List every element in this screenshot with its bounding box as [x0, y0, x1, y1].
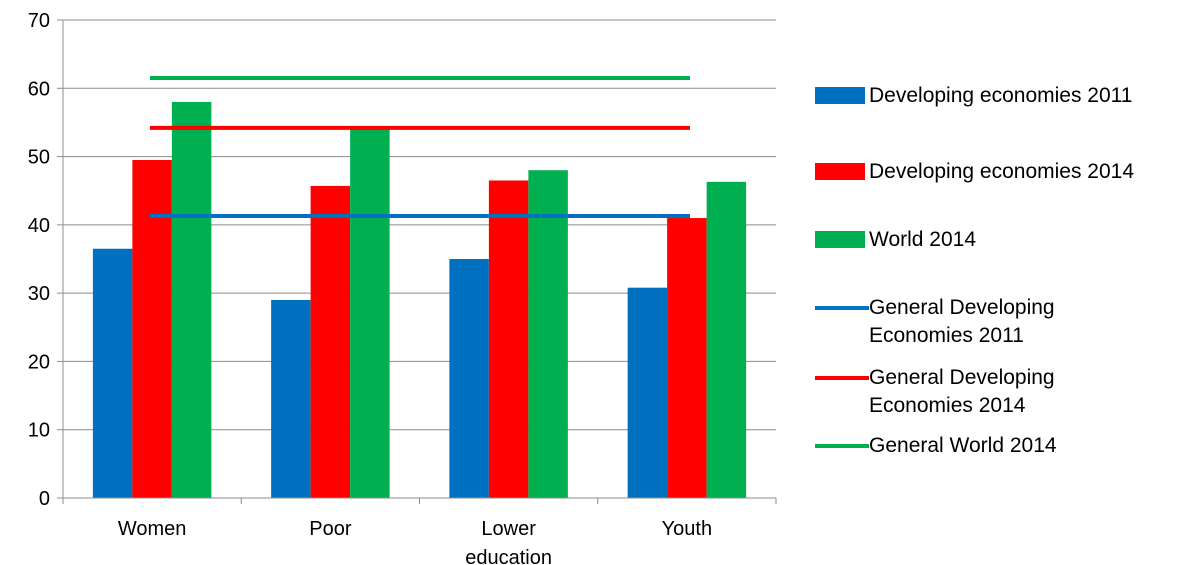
legend-label: Developing economies 2014 [869, 160, 1135, 183]
x-tick-label: Lower education [465, 518, 552, 565]
x-tick-label-line: education [465, 547, 552, 565]
bar [449, 259, 489, 498]
legend-item-series-1: Developing economies 2014 [815, 158, 1134, 186]
y-tick-label: 50 [28, 147, 50, 169]
legend-label-line: General Developing [869, 296, 1055, 319]
bar [132, 159, 172, 498]
legend-item-series-2: World 2014 [815, 226, 976, 254]
legend-label-line: Economies 2011 [869, 324, 1024, 347]
x-tick-label: Youth [662, 518, 712, 540]
legend-swatch-general-world-2014 [815, 444, 869, 448]
legend-item-series-0: Developing economies 2011 [815, 82, 1132, 110]
legend-label-line: General Developing [869, 366, 1055, 389]
legend-swatch-developing-2011 [815, 87, 865, 104]
legend-item-ref-1: General Developing Economies 2014 [815, 364, 1055, 420]
legend-swatch-general-developing-2011 [815, 306, 869, 310]
legend-label-line: Economies 2014 [869, 394, 1026, 417]
x-tick-label-line: Lower [481, 518, 536, 540]
y-tick-label: 20 [28, 351, 50, 373]
bar [627, 287, 668, 498]
legend-label: General World 2014 [869, 434, 1057, 457]
bar [667, 218, 707, 498]
y-tick-label: 70 [28, 10, 50, 32]
legend-item-ref-0: General Developing Economies 2011 [815, 294, 1055, 350]
y-tick-label: 60 [28, 78, 50, 100]
x-tick-label-line: Women [118, 518, 187, 540]
legend-swatch-general-developing-2014 [815, 376, 869, 380]
y-tick-label: 30 [28, 283, 50, 305]
legend-item-ref-2: General World 2014 [815, 432, 1057, 460]
legend-label: Developing economies 2011 [869, 84, 1133, 107]
bar [706, 181, 747, 498]
legend-label: General Developing Economies 2014 [869, 364, 1055, 420]
x-tick-label: Poor [309, 518, 352, 540]
x-tick-label: Women [118, 518, 187, 540]
y-tick-label: 0 [39, 488, 50, 510]
x-tick-label-line: Youth [662, 518, 712, 540]
bar [171, 101, 212, 498]
legend-swatch-developing-2014 [815, 163, 865, 180]
bar [310, 185, 351, 499]
bar [488, 180, 529, 498]
legend-label: General Developing Economies 2011 [869, 294, 1055, 350]
legend-swatch-world-2014 [815, 231, 865, 248]
y-tick-label: 40 [28, 215, 50, 237]
x-tick-label-line: Poor [309, 518, 352, 540]
bar [528, 170, 568, 498]
y-tick-label: 10 [28, 420, 50, 442]
bar [92, 248, 133, 498]
legend-label: World 2014 [869, 228, 977, 251]
bar [350, 127, 390, 499]
bar [271, 299, 311, 498]
